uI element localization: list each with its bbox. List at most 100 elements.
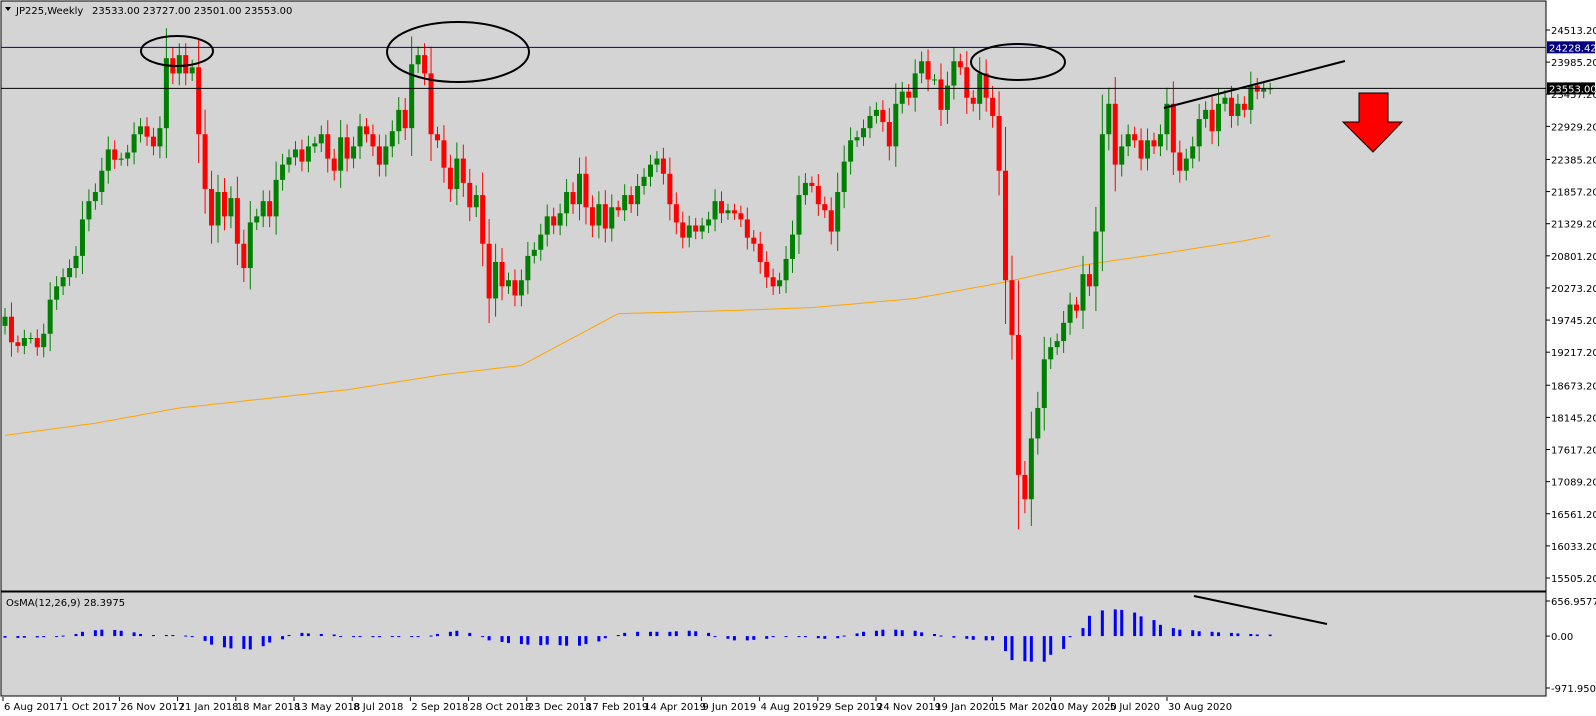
osma-bar — [113, 629, 117, 637]
osma-bar — [1152, 620, 1156, 637]
candle-body — [596, 204, 602, 226]
osma-bar — [823, 636, 827, 639]
candle-body — [241, 243, 247, 269]
candles-layer — [2, 28, 1273, 530]
osma-bar — [390, 636, 394, 638]
candle-body — [228, 198, 234, 217]
candle-body — [383, 146, 389, 165]
osma-bar — [229, 636, 233, 649]
osma-axis-tick-label: 0.00 — [1551, 632, 1573, 643]
down-arrow-icon — [1341, 92, 1404, 153]
candle-body — [422, 55, 428, 74]
candle-body — [254, 216, 260, 223]
price-axis-tick-label: 21857.20 — [1551, 188, 1596, 199]
osma-bar — [339, 636, 343, 638]
osma-bar — [565, 636, 569, 646]
price-axis: 24513.20 23985.20 23457.20 22929.20 22385.20… — [1546, 26, 1596, 585]
osma-bar — [35, 636, 39, 638]
candle-body — [796, 195, 802, 235]
osma-bar — [164, 635, 168, 637]
osma-bar — [726, 636, 730, 639]
candle-body — [725, 210, 731, 214]
osma-bar — [539, 636, 543, 646]
current-price-marker — [1547, 82, 1595, 95]
price-axis-tick-label: 19745.20 — [1551, 316, 1596, 327]
osma-divergence-line — [1193, 595, 1328, 625]
candle-body — [880, 109, 886, 123]
osma-bar — [332, 634, 336, 637]
osma-bar — [22, 636, 26, 638]
time-axis-tick-label: 9 Jun 2019 — [702, 702, 756, 713]
candle-body — [828, 210, 834, 232]
candle-body — [544, 216, 550, 235]
osma-bar — [319, 633, 323, 637]
candle-body — [1222, 97, 1228, 104]
osma-bar — [448, 631, 452, 637]
osma-bar — [261, 636, 265, 647]
candle-body — [970, 97, 976, 104]
osma-bar — [668, 631, 672, 637]
osma-bar — [190, 636, 194, 638]
candle-body — [1235, 103, 1241, 116]
candle-body — [467, 182, 473, 208]
osma-plot-area — [0, 591, 1547, 697]
time-axis-tick-label: 2 Sep 2018 — [411, 702, 468, 713]
candle-body — [648, 164, 653, 177]
candle-body — [112, 149, 118, 160]
candle-body — [125, 152, 131, 159]
candle-body — [499, 261, 505, 287]
osma-bar — [248, 636, 252, 650]
candle-body — [1099, 134, 1105, 232]
osma-bar — [93, 630, 97, 637]
candle-body — [428, 73, 434, 135]
osma-bar — [674, 631, 678, 637]
candle-body — [402, 109, 408, 129]
candle-body — [138, 126, 144, 135]
candle-body — [486, 243, 492, 299]
candle-body — [790, 234, 796, 259]
candle-body — [505, 280, 511, 287]
osma-bar — [881, 629, 885, 637]
osma-bar — [151, 635, 155, 637]
candle-body — [854, 137, 860, 141]
main-plot-area — [0, 0, 1547, 592]
candle-body — [525, 255, 531, 281]
candle-body — [848, 140, 854, 162]
time-axis-tick-label: 19 Jan 2020 — [935, 702, 995, 713]
candle-body — [1151, 140, 1157, 147]
candle-body — [493, 261, 499, 299]
candle-body — [964, 67, 970, 98]
candle-body — [957, 61, 963, 68]
osma-bar — [862, 631, 866, 637]
osma-bar — [416, 636, 420, 638]
candle-body — [473, 195, 479, 208]
candle-body — [351, 146, 357, 159]
price-axis-tick-label: 18145.20 — [1551, 413, 1596, 424]
candle-body — [434, 134, 440, 141]
osma-bar — [1010, 636, 1014, 661]
osma-bar — [80, 631, 84, 637]
candle-body — [105, 149, 111, 171]
candle-body — [983, 73, 989, 98]
candle-body — [996, 115, 1002, 171]
price-axis-tick-label: 20801.20 — [1551, 252, 1596, 263]
osma-bar — [1197, 631, 1201, 637]
candle-body — [260, 201, 266, 217]
osma-bar — [139, 633, 143, 637]
candle-body — [79, 219, 85, 256]
resistance-price-label: 24228.42 — [1549, 43, 1596, 54]
candle-body — [215, 192, 221, 226]
osma-bar — [1068, 636, 1072, 638]
candle-body — [944, 85, 950, 110]
time-axis-tick-label: 26 Nov 2017 — [120, 702, 184, 713]
osma-bar — [119, 630, 123, 637]
candle-body — [912, 73, 918, 98]
candle-body — [1125, 134, 1131, 147]
candle-body — [1209, 109, 1215, 132]
osma-bar — [519, 636, 523, 645]
candle-body — [538, 234, 544, 250]
time-axis-tick-label: 8 Jul 2018 — [353, 702, 403, 713]
moving-average-layer — [4, 235, 1271, 436]
candle-body — [1196, 119, 1202, 147]
